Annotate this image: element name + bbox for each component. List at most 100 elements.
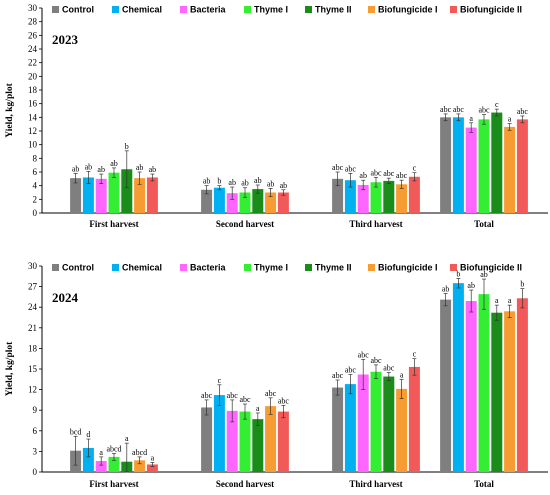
- x-category-label: First harvest: [89, 479, 138, 489]
- significance-label: abcd: [106, 444, 121, 453]
- bar: [344, 384, 356, 472]
- significance-label: abcd: [132, 448, 147, 457]
- bar: [239, 411, 251, 472]
- legend-label: Bacteria: [190, 263, 227, 273]
- legend-label: Control: [62, 263, 94, 273]
- legend-swatch: [305, 6, 312, 13]
- y-tick-label: 18: [28, 343, 38, 353]
- bar: [452, 283, 464, 472]
- bar: [226, 193, 238, 213]
- significance-label: a: [469, 114, 473, 123]
- bar: [357, 374, 369, 472]
- significance-label: abc: [478, 106, 490, 115]
- y-axis-label: Yield, kg/plot: [5, 341, 15, 396]
- significance-label: ab: [280, 181, 288, 190]
- significance-label: ab: [203, 177, 211, 186]
- significance-label: ab: [85, 162, 93, 171]
- y-tick-label: 21: [28, 323, 37, 333]
- y-tick-label: 30: [28, 261, 38, 271]
- bar: [452, 117, 464, 213]
- legend-label: Chemical: [122, 263, 162, 273]
- bar: [465, 127, 477, 213]
- y-tick-label: 10: [28, 140, 38, 150]
- significance-label: a: [256, 404, 260, 413]
- bar: [108, 172, 120, 213]
- legend-label: Biofungicide II: [460, 5, 522, 15]
- y-tick-label: 15: [28, 364, 38, 374]
- legend-label: Control: [62, 5, 94, 15]
- significance-label: ab: [480, 270, 488, 279]
- significance-label: abc: [332, 371, 344, 380]
- legend-swatch: [244, 264, 251, 271]
- bar: [516, 119, 528, 213]
- bar: [478, 294, 490, 472]
- x-category-label: Third harvest: [349, 219, 402, 229]
- bar: [332, 387, 344, 472]
- significance-label: d: [86, 430, 90, 439]
- significance-label: ab: [136, 163, 144, 172]
- significance-label: abc: [383, 363, 395, 372]
- legend-swatch: [52, 6, 59, 13]
- y-tick-label: 26: [28, 30, 38, 40]
- y-tick-label: 16: [28, 99, 38, 109]
- significance-label: abc: [396, 171, 408, 180]
- bar: [370, 182, 382, 213]
- x-category-label: Second harvest: [216, 219, 274, 229]
- x-category-label: Total: [474, 479, 494, 489]
- legend-label: Thyme II: [315, 263, 352, 273]
- y-tick-label: 4: [33, 181, 38, 191]
- significance-label: ab: [359, 171, 367, 180]
- bar: [265, 406, 277, 472]
- bar: [370, 371, 382, 472]
- y-tick-label: 12: [28, 385, 37, 395]
- legend-label: Biofungicide I: [378, 263, 438, 273]
- legend-label: Thyme I: [254, 263, 288, 273]
- significance-label: abc: [278, 396, 290, 405]
- legend-swatch: [112, 6, 119, 13]
- y-tick-label: 22: [28, 58, 37, 68]
- bar: [146, 177, 158, 213]
- legend-label: Biofungicide I: [378, 5, 438, 15]
- y-tick-label: 8: [33, 153, 38, 163]
- bar: [344, 180, 356, 213]
- bar: [134, 460, 146, 472]
- significance-label: a: [125, 434, 129, 443]
- significance-label: b: [217, 177, 221, 186]
- y-tick-label: 14: [28, 112, 38, 122]
- bar: [516, 298, 528, 472]
- bar: [396, 184, 408, 213]
- y-tick-label: 0: [33, 208, 38, 218]
- significance-label: ab: [442, 284, 450, 293]
- legend-swatch: [112, 264, 119, 271]
- bar: [357, 184, 369, 213]
- bar: [201, 189, 213, 213]
- significance-label: ab: [97, 165, 105, 174]
- significance-label: abc: [517, 107, 529, 116]
- bar: [440, 117, 452, 213]
- bar: [396, 388, 408, 472]
- x-category-label: Total: [474, 219, 494, 229]
- bar: [478, 119, 490, 213]
- significance-label: a: [495, 296, 499, 305]
- bar: [465, 301, 477, 472]
- bar: [82, 177, 94, 213]
- legend-label: Bacteria: [190, 5, 227, 15]
- significance-label: abc: [201, 391, 213, 400]
- legend-swatch: [450, 264, 457, 271]
- significance-label: a: [99, 448, 103, 457]
- y-tick-label: 28: [28, 17, 38, 27]
- y-tick-label: 20: [28, 71, 38, 81]
- bar: [146, 464, 158, 472]
- legend-label: Chemical: [122, 5, 162, 15]
- significance-label: b: [125, 142, 129, 151]
- y-tick-label: 24: [28, 44, 38, 54]
- significance-label: ab: [467, 281, 475, 290]
- x-category-label: Third harvest: [349, 479, 402, 489]
- bar: [95, 461, 107, 472]
- bar: [383, 180, 395, 213]
- y-tick-label: 12: [28, 126, 37, 136]
- significance-label: abc: [332, 163, 344, 172]
- legend-swatch: [180, 6, 187, 13]
- legend-swatch: [305, 264, 312, 271]
